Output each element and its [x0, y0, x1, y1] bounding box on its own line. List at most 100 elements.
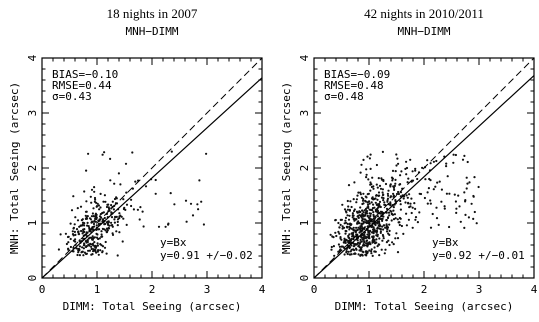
- data-point: [339, 237, 342, 240]
- data-point: [405, 224, 408, 227]
- data-point: [435, 206, 438, 209]
- data-point: [395, 192, 399, 196]
- data-point: [101, 245, 105, 248]
- data-point: [110, 224, 113, 227]
- data-point: [375, 238, 378, 241]
- data-point: [382, 215, 385, 218]
- data-point: [381, 194, 385, 197]
- data-point: [369, 153, 372, 156]
- data-point: [432, 188, 435, 191]
- chart-subtitle: MNH−DIMM: [398, 25, 451, 38]
- data-point: [367, 243, 370, 246]
- data-point: [75, 228, 79, 231]
- data-point: [402, 232, 405, 235]
- data-point: [386, 227, 389, 230]
- data-point: [86, 224, 89, 227]
- data-point: [463, 154, 466, 157]
- data-point: [94, 220, 97, 223]
- data-point: [96, 233, 99, 236]
- data-point: [454, 153, 457, 157]
- data-point: [367, 192, 370, 195]
- data-point: [426, 202, 429, 205]
- x-tick-label: 2: [149, 283, 156, 296]
- data-point: [452, 153, 455, 156]
- data-point: [110, 216, 114, 219]
- y-tick-label: 4: [26, 54, 39, 61]
- data-point: [101, 218, 105, 221]
- data-point: [95, 205, 98, 208]
- data-point: [350, 232, 353, 235]
- data-point: [347, 218, 351, 221]
- data-point: [464, 213, 467, 216]
- data-point: [365, 212, 369, 215]
- data-point: [350, 248, 353, 251]
- data-point: [205, 152, 208, 155]
- data-point: [362, 236, 365, 239]
- data-point: [170, 150, 173, 153]
- data-point: [364, 221, 367, 224]
- data-point: [357, 191, 360, 194]
- data-point: [399, 174, 402, 177]
- data-point: [191, 214, 195, 217]
- data-point: [391, 169, 395, 172]
- data-point: [464, 200, 467, 203]
- data-point: [388, 233, 391, 236]
- data-point: [385, 230, 389, 233]
- data-point: [105, 252, 108, 255]
- data-point: [117, 172, 120, 175]
- data-point: [409, 202, 412, 205]
- data-point: [465, 176, 468, 179]
- data-point: [99, 206, 102, 209]
- data-point: [384, 182, 388, 186]
- data-point: [110, 221, 113, 224]
- data-point: [339, 248, 342, 251]
- y-tick-label: 0: [26, 275, 39, 282]
- data-point: [124, 162, 128, 165]
- data-point: [346, 208, 349, 211]
- data-point: [87, 243, 90, 246]
- data-point: [113, 218, 116, 221]
- data-point: [113, 197, 117, 201]
- data-point: [371, 254, 374, 257]
- data-point: [154, 192, 157, 195]
- data-point: [332, 236, 335, 239]
- data-point: [92, 207, 95, 210]
- data-point: [86, 240, 89, 244]
- data-point: [369, 212, 372, 215]
- data-point: [123, 206, 126, 209]
- data-point: [96, 242, 99, 245]
- data-point: [382, 199, 385, 202]
- data-point: [76, 219, 80, 222]
- data-point: [373, 206, 376, 209]
- data-point: [414, 167, 417, 170]
- data-point: [78, 245, 81, 248]
- y-tick-label: 2: [298, 165, 311, 172]
- data-point: [95, 245, 98, 248]
- data-point: [446, 175, 449, 178]
- data-point: [390, 219, 393, 222]
- stats-annotation: σ=0.48: [324, 90, 364, 103]
- y-tick-label: 2: [26, 165, 39, 172]
- data-point: [106, 229, 109, 232]
- data-point: [410, 211, 413, 215]
- data-point: [394, 178, 397, 181]
- data-point: [355, 226, 358, 229]
- data-point: [103, 216, 106, 220]
- data-point: [99, 192, 102, 195]
- data-point: [372, 211, 375, 214]
- data-point: [375, 163, 378, 167]
- data-point: [472, 195, 475, 198]
- data-point: [116, 218, 120, 221]
- data-point: [359, 191, 362, 194]
- data-point: [370, 225, 373, 229]
- data-point: [93, 196, 97, 200]
- data-point: [85, 169, 88, 172]
- data-point: [364, 214, 367, 217]
- data-point: [110, 211, 113, 214]
- data-point: [429, 226, 433, 229]
- data-point: [411, 206, 414, 209]
- data-point: [360, 253, 364, 256]
- data-point: [122, 198, 125, 201]
- data-point: [89, 230, 92, 233]
- data-point: [463, 226, 466, 229]
